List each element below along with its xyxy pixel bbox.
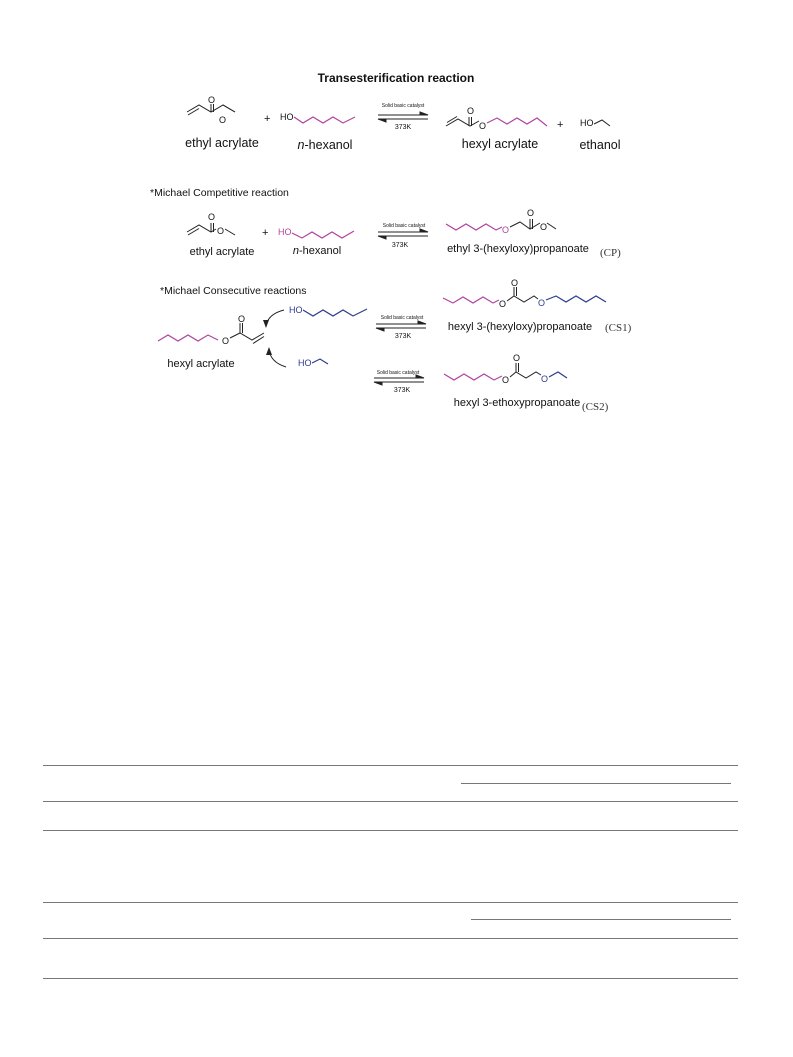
cs2-tag: (CS2): [582, 401, 609, 413]
catalyst-label: Solid basic catalyst: [383, 223, 426, 229]
cp-tag: (CP): [600, 247, 621, 259]
ethyl-acrylate-structure-1: [186, 104, 236, 116]
catalyst-label: Solid basic catalyst: [377, 370, 420, 376]
ester-oxygen-label: O: [219, 115, 226, 125]
hexyl-acrylate-label: hexyl acrylate: [167, 358, 234, 370]
ester-oxygen-label: O: [222, 336, 229, 346]
ester-oxygen-label: O: [502, 375, 509, 385]
temperature-label: 373K: [394, 387, 411, 394]
table-rule: [43, 938, 738, 939]
acrylate-group: [229, 323, 265, 344]
temperature-label: 373K: [395, 124, 412, 131]
temperature-label: 373K: [395, 333, 412, 340]
ester-oxygen-label: O: [499, 299, 506, 309]
carbonyl-oxygen-label: O: [527, 208, 534, 218]
hexyl-chain-8: [545, 295, 607, 303]
propanoate-chain-cs2: [509, 363, 542, 379]
catalyst-label: Solid basic catalyst: [381, 315, 424, 321]
table-rule: [471, 919, 731, 920]
michael-competitive-heading: *Michael Competitive reaction: [150, 187, 289, 199]
attack-arrow-1: [265, 309, 285, 327]
table-rule: [461, 783, 731, 784]
hexyl-chain-1: [293, 116, 356, 124]
hexyl-chain-6: [157, 334, 219, 342]
propanoate-chain-cs1: [506, 287, 539, 303]
hexanol-ho-label: HO: [278, 227, 292, 237]
equilibrium-arrow-3: [375, 320, 427, 332]
table-rule: [43, 801, 738, 802]
hexyl-chain-2: [486, 117, 548, 127]
ethanol-ho-label: HO: [580, 118, 594, 128]
hexyl-acrylate-structure-1: [445, 116, 480, 127]
carbonyl-oxygen-label: O: [511, 278, 518, 288]
plus-sign: +: [264, 113, 270, 125]
plus-sign: +: [262, 227, 268, 239]
ether-oxygen-label: O: [541, 374, 548, 384]
ethanol-ho-label: HO: [298, 358, 312, 368]
hexyl-chain-9: [443, 373, 503, 381]
hexyl-chain-3: [291, 230, 355, 239]
plus-sign: +: [557, 119, 563, 131]
ester-oxygen-label: O: [479, 121, 486, 131]
ester-oxygen-label: O: [540, 222, 547, 232]
temperature-label: 373K: [392, 242, 409, 249]
equilibrium-arrow-1: [377, 111, 429, 123]
cs2-product-label: hexyl 3-ethoxypropanoate: [454, 397, 581, 409]
hexyl-chain-5: [302, 308, 368, 317]
ethanol-label: ethanol: [579, 138, 620, 152]
carbonyl-oxygen-label: O: [208, 212, 215, 222]
ether-oxygen-label: O: [502, 225, 509, 235]
catalyst-label: Solid basic catalyst: [382, 103, 425, 109]
carbonyl-oxygen-label: O: [238, 314, 245, 324]
hexyl-chain-4: [445, 223, 503, 231]
cp-product-label: ethyl 3-(hexyloxy)propanoate: [447, 243, 589, 255]
carbonyl-oxygen-label: O: [208, 95, 215, 105]
equilibrium-arrow-2: [377, 228, 429, 240]
hexyl-chain-7: [442, 296, 500, 304]
table-rule: [43, 765, 738, 766]
carbonyl-oxygen-label: O: [513, 353, 520, 363]
ethyl-acrylate-label: ethyl acrylate: [185, 136, 259, 150]
cs1-tag: (CS1): [605, 322, 632, 334]
michael-consecutive-heading: *Michael Consecutive reactions: [160, 285, 307, 297]
equilibrium-arrow-4: [373, 374, 425, 386]
ethanol-chain: [593, 119, 611, 127]
ethyl-acrylate-label: ethyl acrylate: [190, 246, 255, 258]
ester-oxygen-label: O: [217, 226, 224, 236]
ethyl-acrylate-structure-2: [186, 223, 236, 236]
ethoxy-chain-2: [548, 371, 568, 379]
ethoxy-chain: [311, 358, 329, 365]
hexanol-ho-label: HO: [280, 112, 294, 122]
ether-oxygen-label: O: [538, 298, 545, 308]
attack-arrow-2: [268, 348, 287, 368]
propanoate-chain-cp: [509, 219, 557, 230]
n-hexanol-label: n-hexanol: [298, 138, 353, 152]
table-rule: [43, 978, 738, 979]
cs1-product-label: hexyl 3-(hexyloxy)propanoate: [448, 321, 592, 333]
scheme-title: Transesterification reaction: [318, 71, 475, 85]
table-rule: [43, 830, 738, 831]
hexyl-acrylate-label: hexyl acrylate: [462, 137, 538, 151]
carbonyl-oxygen-label: O: [467, 106, 474, 116]
hexanol-ho-label: HO: [289, 305, 303, 315]
table-rule: [43, 902, 738, 903]
n-hexanol-label: n-hexanol: [293, 245, 341, 257]
